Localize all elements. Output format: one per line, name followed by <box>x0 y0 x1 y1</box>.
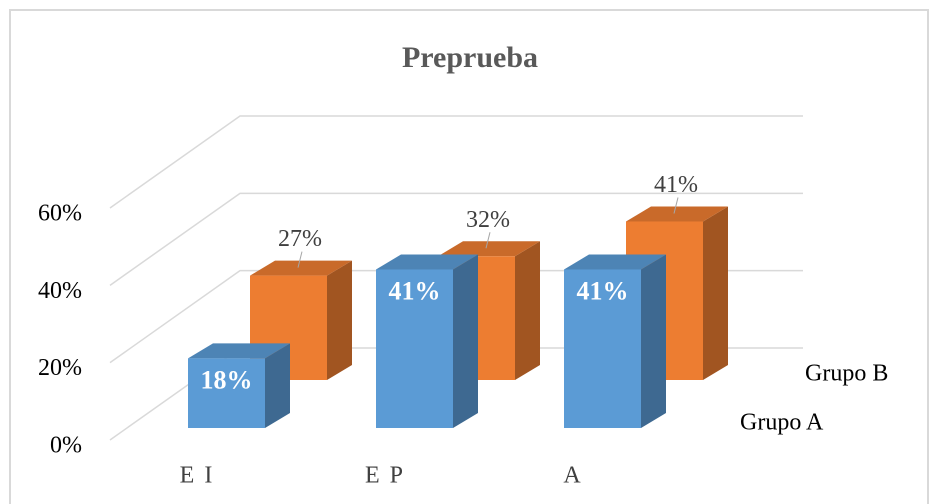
y-tick-label: 40% <box>38 278 82 304</box>
bar <box>564 269 641 428</box>
bar-top <box>564 254 666 270</box>
data-label: 41% <box>654 172 698 198</box>
x-tick-label: E I <box>180 463 215 489</box>
data-label: 18% <box>201 365 253 394</box>
bar-top <box>626 206 728 222</box>
bar <box>188 358 265 428</box>
x-tick-label: A <box>563 463 582 489</box>
bar-top <box>250 260 352 276</box>
legend-label: Grupo A <box>740 410 824 436</box>
y-tick-label: 0% <box>50 433 82 459</box>
grid-line <box>109 192 803 286</box>
y-tick-label: 60% <box>38 201 82 227</box>
y-tick-label: 20% <box>38 355 82 381</box>
bar-top <box>438 241 540 257</box>
data-label: 32% <box>466 207 510 233</box>
x-tick-label: E P <box>365 463 405 489</box>
grid-line <box>109 115 803 209</box>
leader-line <box>485 232 491 249</box>
bar-side <box>327 260 352 380</box>
bar-side <box>515 241 540 380</box>
bar-top <box>188 343 290 359</box>
bar <box>376 269 453 428</box>
data-label: 27% <box>278 226 322 252</box>
legend-label: Grupo B <box>805 361 888 387</box>
bar-top <box>376 254 478 270</box>
bar-side <box>265 343 290 428</box>
chart-title: Preprueba <box>402 41 538 74</box>
leader-line <box>673 197 679 214</box>
bar-side <box>703 206 728 380</box>
leader-line <box>297 251 303 268</box>
bar-side <box>453 254 478 428</box>
data-label: 41% <box>577 276 629 305</box>
data-label: 41% <box>389 276 441 305</box>
bar-side <box>641 254 666 428</box>
